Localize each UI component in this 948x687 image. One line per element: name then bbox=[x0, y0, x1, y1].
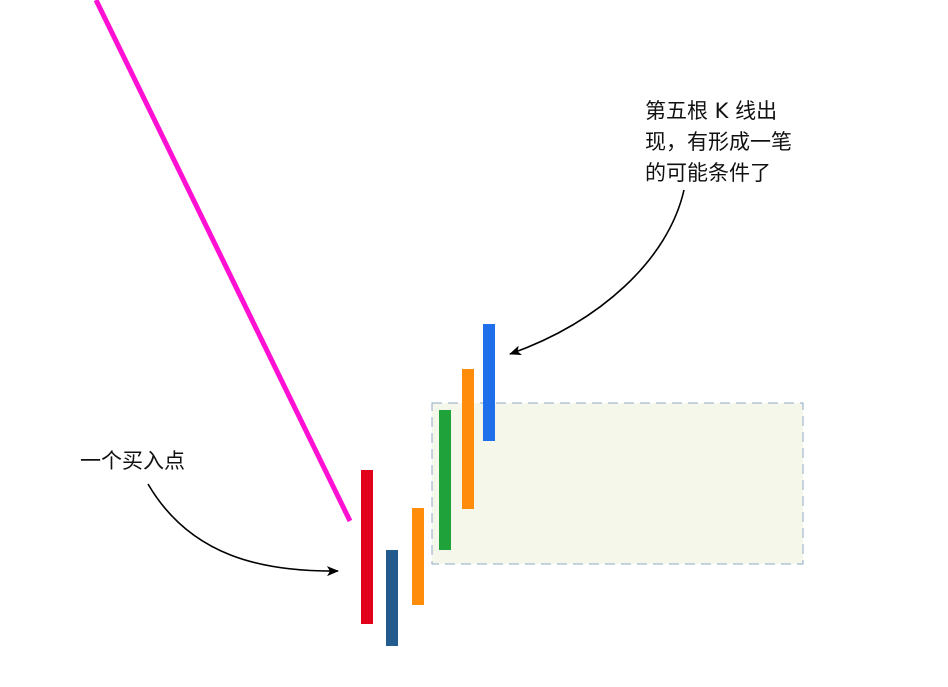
buy-point-annotation: 一个买入点 bbox=[80, 449, 185, 473]
arrow-to-buy-point bbox=[147, 483, 339, 577]
annotation-line-3: 的可能条件了 bbox=[645, 161, 771, 185]
k-bar-6 bbox=[483, 324, 495, 441]
k-bar-3 bbox=[412, 508, 424, 605]
annotation-line-2: 现，有形成一笔 bbox=[645, 130, 792, 154]
annotation-line-1: 第五根 K 线出 bbox=[645, 99, 778, 123]
downtrend-line bbox=[93, 0, 353, 523]
arrow-to-fifth-bar bbox=[509, 189, 685, 356]
fifth-k-line-annotation: 第五根 K 线出 现，有形成一笔 的可能条件了 bbox=[645, 96, 792, 189]
k-bar-1 bbox=[361, 470, 373, 624]
k-line-bars bbox=[361, 324, 495, 646]
k-bar-5 bbox=[462, 369, 474, 509]
k-bar-2 bbox=[386, 550, 398, 646]
k-bar-4 bbox=[439, 410, 451, 550]
